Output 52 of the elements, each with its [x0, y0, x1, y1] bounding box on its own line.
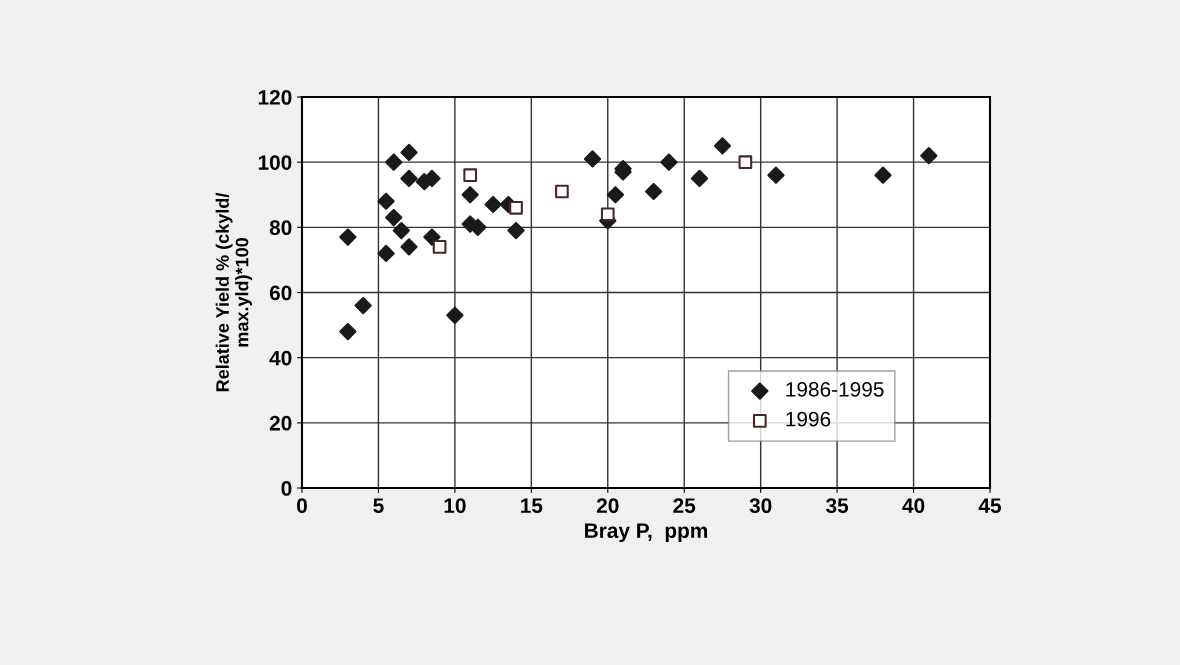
x-tick-label: 10: [444, 498, 466, 514]
point: [339, 322, 357, 341]
point: [463, 168, 478, 183]
point: [400, 143, 418, 162]
point: [920, 147, 938, 165]
point: [660, 153, 678, 171]
point: [484, 195, 502, 214]
point: [392, 221, 411, 240]
point: [583, 150, 602, 168]
point: [400, 169, 418, 188]
point: [385, 208, 403, 227]
point: [377, 192, 395, 210]
x-tick-label: 35: [826, 498, 849, 514]
x-tick-label: 25: [673, 498, 696, 514]
y-tick-label: 100: [258, 155, 292, 170]
x-tick-label: 40: [902, 498, 925, 514]
point: [432, 240, 447, 254]
point: [354, 296, 372, 315]
point: [461, 186, 479, 204]
x-tick-label: 30: [749, 498, 772, 514]
point: [509, 200, 523, 215]
y-axis-title: Relative Yield % (ckyld/ max.yld)*100: [215, 192, 252, 392]
x-tick-label: 15: [521, 498, 543, 514]
point: [874, 166, 892, 184]
legend-label: 1996: [786, 411, 831, 427]
legend-label: 1986-1995: [786, 381, 884, 397]
x-tick-label: 5: [373, 498, 384, 514]
point: [738, 155, 753, 170]
point: [423, 228, 441, 246]
x-tick-label: 0: [297, 498, 307, 514]
point: [606, 186, 625, 204]
point: [645, 182, 663, 201]
point: [600, 207, 615, 222]
point: [507, 221, 525, 240]
point: [690, 169, 709, 188]
y-tick-label: 0: [281, 481, 292, 496]
point: [385, 153, 403, 171]
y-tick-label: 80: [269, 220, 292, 236]
point: [713, 137, 732, 155]
point: [339, 228, 357, 246]
point: [400, 238, 418, 256]
y-tick-label: 60: [269, 285, 292, 301]
point: [767, 166, 785, 184]
x-tick-label: 20: [596, 498, 619, 514]
point: [377, 244, 395, 263]
x-tick-label: 45: [978, 498, 1002, 514]
y-tick-label: 20: [269, 415, 292, 431]
y-tick-label: 40: [269, 350, 292, 366]
point: [555, 184, 569, 199]
y-tick-label: 120: [258, 90, 292, 105]
point: [446, 306, 464, 324]
x-axis-title: Bray P, ppm: [585, 523, 708, 543]
